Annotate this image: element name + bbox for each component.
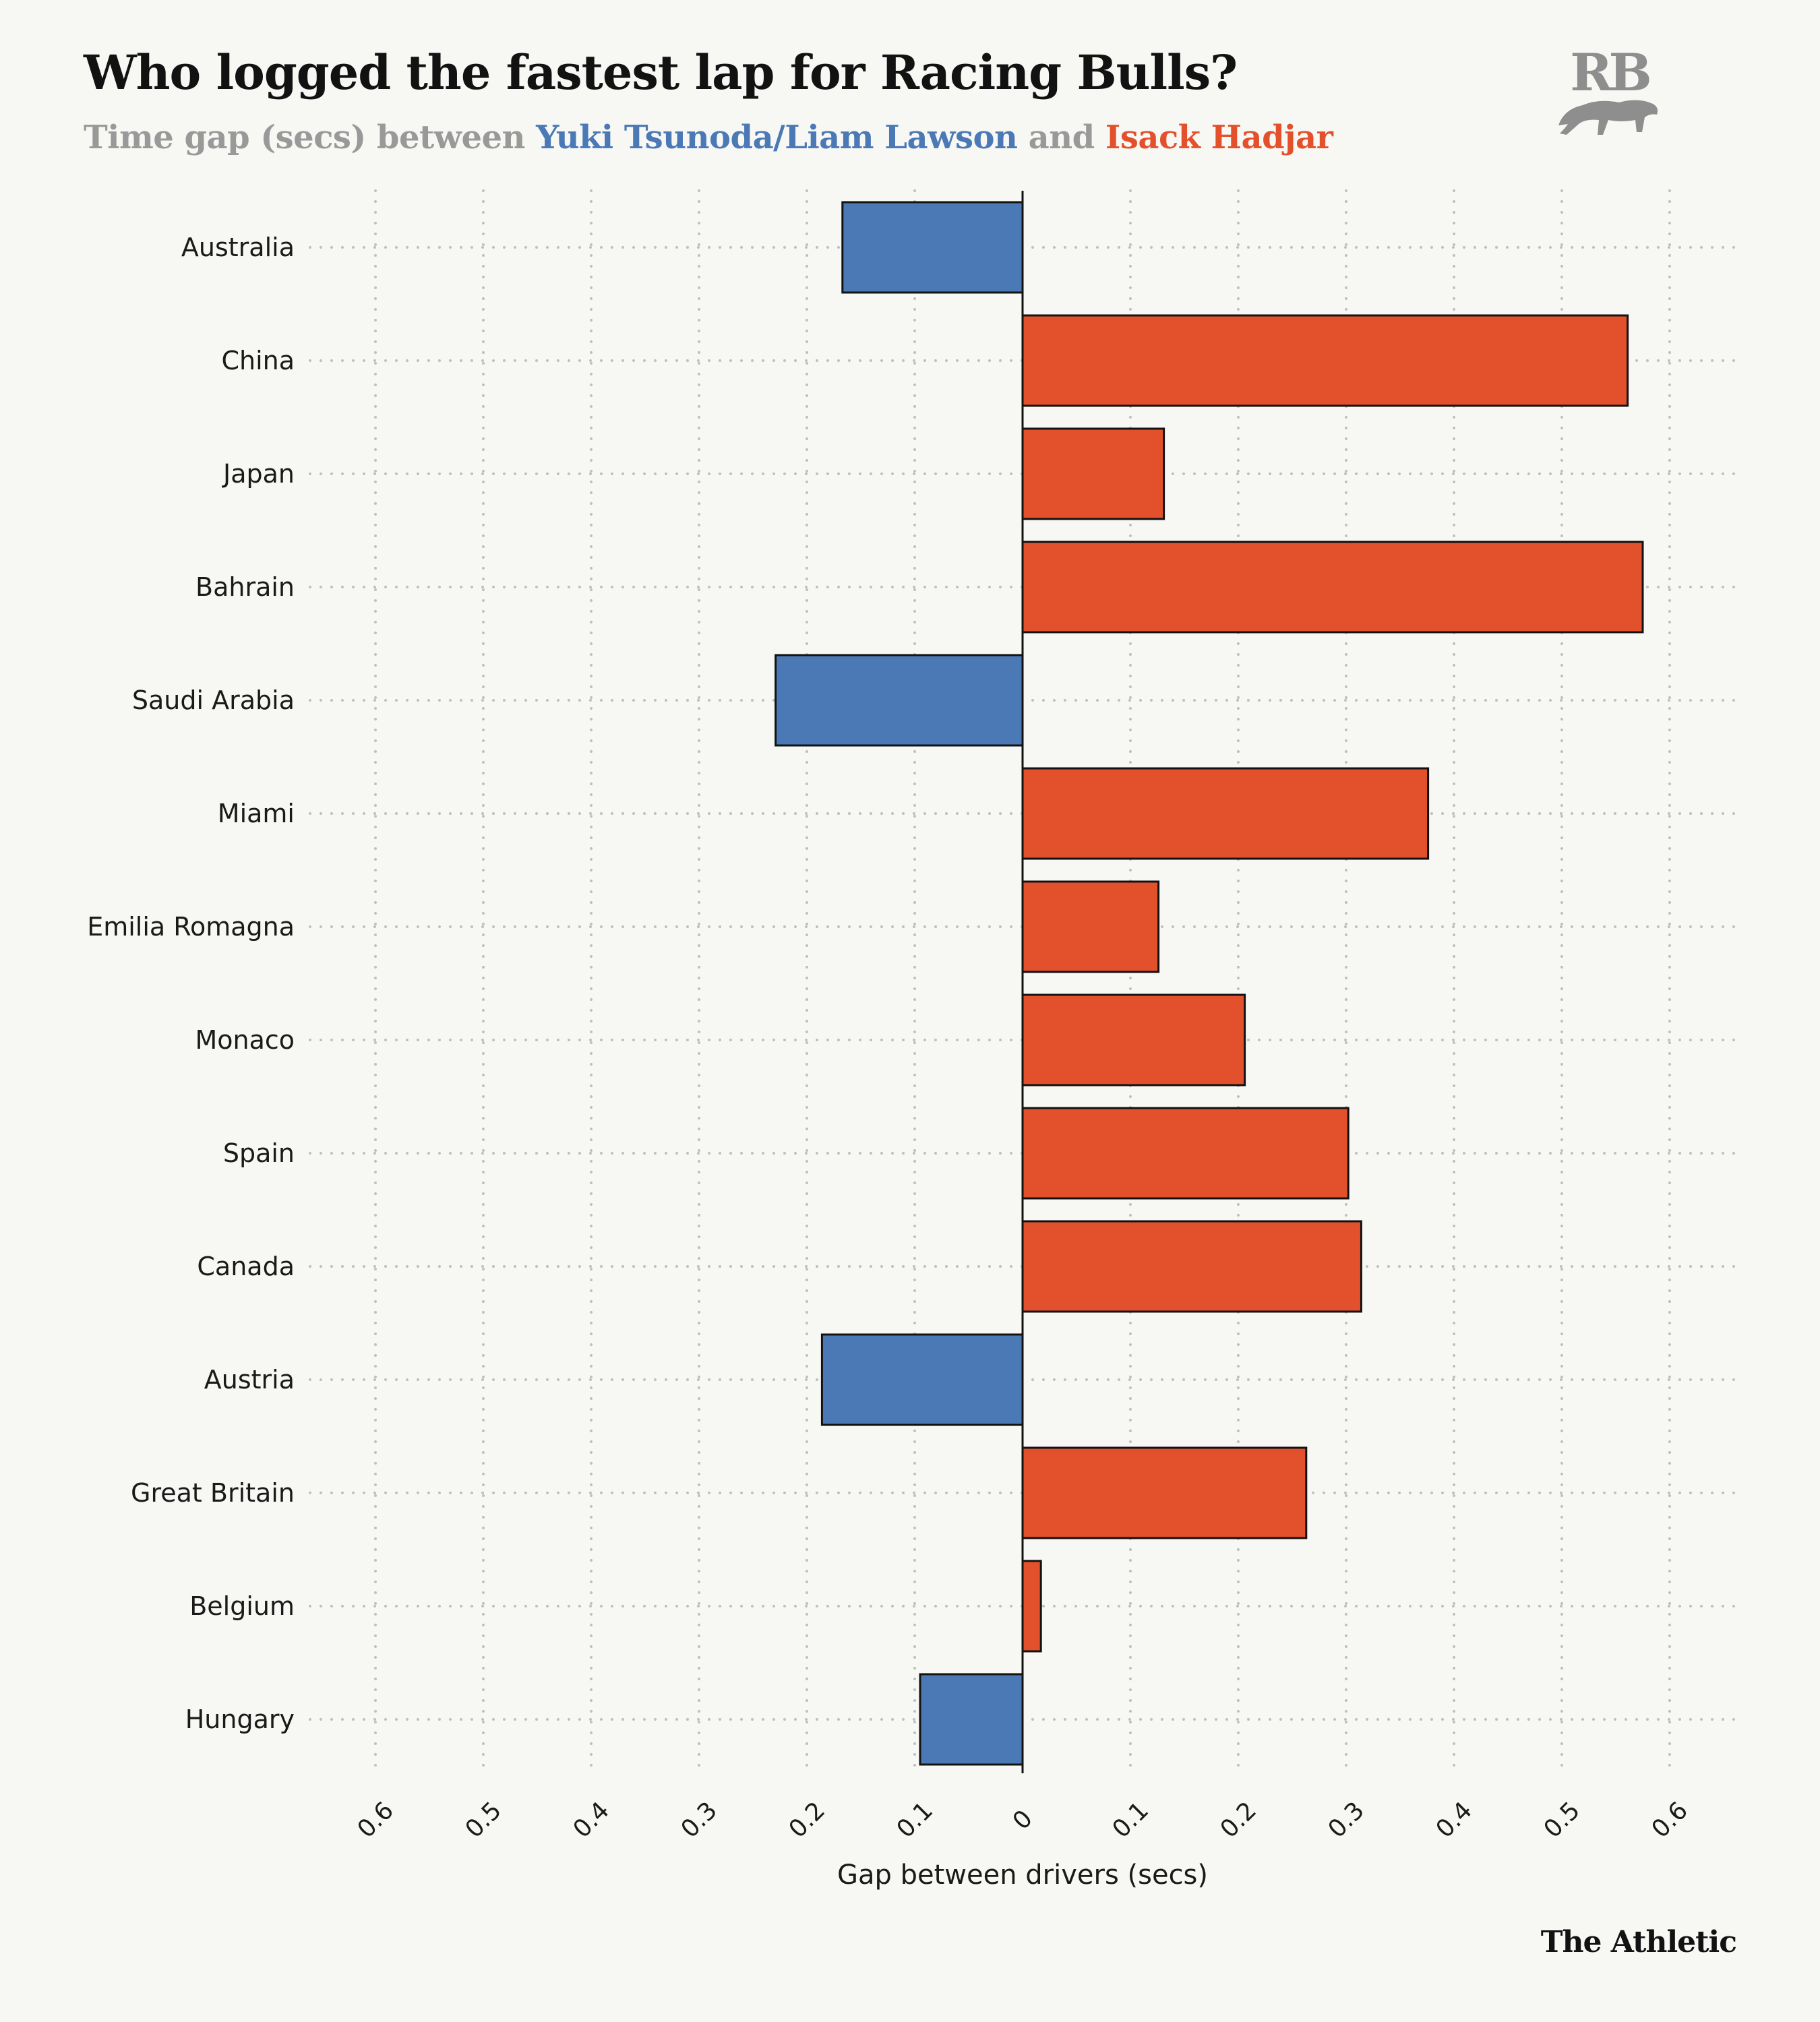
bar-left — [775, 654, 1024, 747]
category-label: Belgium — [189, 1591, 295, 1621]
category-label: Miami — [218, 799, 295, 828]
legend-series-right: Isack Hadjar — [1105, 119, 1333, 156]
x-tick-label: 0.3 — [676, 1797, 723, 1843]
category-label: Canada — [197, 1252, 295, 1281]
logo-text: RB — [1570, 44, 1649, 102]
category-label: Austria — [204, 1365, 295, 1395]
x-tick-label: 0.1 — [1108, 1797, 1154, 1843]
brand-logo: The Athletic — [1540, 1925, 1737, 1959]
bar-left — [820, 1333, 1024, 1426]
bars — [775, 201, 1644, 1766]
bar-left — [841, 201, 1024, 294]
x-tick-label: 0.5 — [1539, 1797, 1585, 1843]
category-label: Spain — [223, 1138, 295, 1168]
bar-right — [1021, 1560, 1042, 1653]
chart-subtitle: Time gap (secs) between Yuki Tsunoda/Lia… — [84, 119, 1333, 156]
category-label: Hungary — [185, 1705, 295, 1734]
category-label: Great Britain — [131, 1478, 295, 1508]
x-tick-label: 0.1 — [892, 1797, 938, 1843]
subtitle-mid: and — [1017, 119, 1105, 156]
bar-right — [1021, 1107, 1349, 1200]
category-label: Japan — [222, 459, 295, 489]
bar-right — [1021, 1446, 1308, 1539]
x-tick-label: 0.5 — [460, 1797, 507, 1843]
category-label: Emilia Romagna — [87, 912, 295, 942]
bar-right — [1021, 427, 1165, 520]
x-tick-label: 0.4 — [568, 1797, 615, 1843]
bar-left — [919, 1673, 1024, 1766]
x-tick-label: 0.2 — [784, 1797, 830, 1843]
category-label: Monaco — [195, 1025, 295, 1055]
bar-right — [1021, 1220, 1362, 1313]
category-labels: Australia China Japan Bahrain Saudi Arabia Mi… — [87, 233, 295, 1734]
x-tick-label: 0.6 — [353, 1797, 399, 1843]
subtitle-prefix: Time gap (secs) between — [84, 119, 537, 156]
category-label: Australia — [181, 233, 295, 262]
x-tick-label: 0.2 — [1215, 1797, 1262, 1843]
category-label: Saudi Arabia — [132, 685, 295, 715]
x-axis-label: Gap between drivers (secs) — [837, 1860, 1208, 1891]
bull-icon — [1558, 100, 1658, 135]
x-tick-label: 0 — [1008, 1805, 1038, 1835]
category-label: Bahrain — [195, 572, 295, 602]
bar-right — [1021, 993, 1246, 1086]
bar-right — [1021, 541, 1644, 634]
bar-right — [1021, 314, 1629, 407]
x-tick-label: 0.3 — [1323, 1797, 1370, 1843]
x-tick-label: 0.6 — [1647, 1797, 1693, 1843]
x-tick-label: 0.4 — [1431, 1797, 1478, 1843]
chart-title: Who logged the fastest lap for Racing Bu… — [84, 44, 1238, 100]
x-axis-ticks: 0.6 0.5 0.4 0.3 0.2 0.1 0 0.1 0.2 0.3 0.4 0.5 0.6 — [353, 1797, 1693, 1843]
legend-series-left: Yuki Tsunoda/Liam Lawson — [536, 119, 1018, 156]
bar-right — [1021, 767, 1430, 860]
bar-right — [1021, 880, 1160, 973]
category-label: China — [221, 346, 295, 375]
racing-bulls-logo: RB — [1558, 44, 1658, 135]
